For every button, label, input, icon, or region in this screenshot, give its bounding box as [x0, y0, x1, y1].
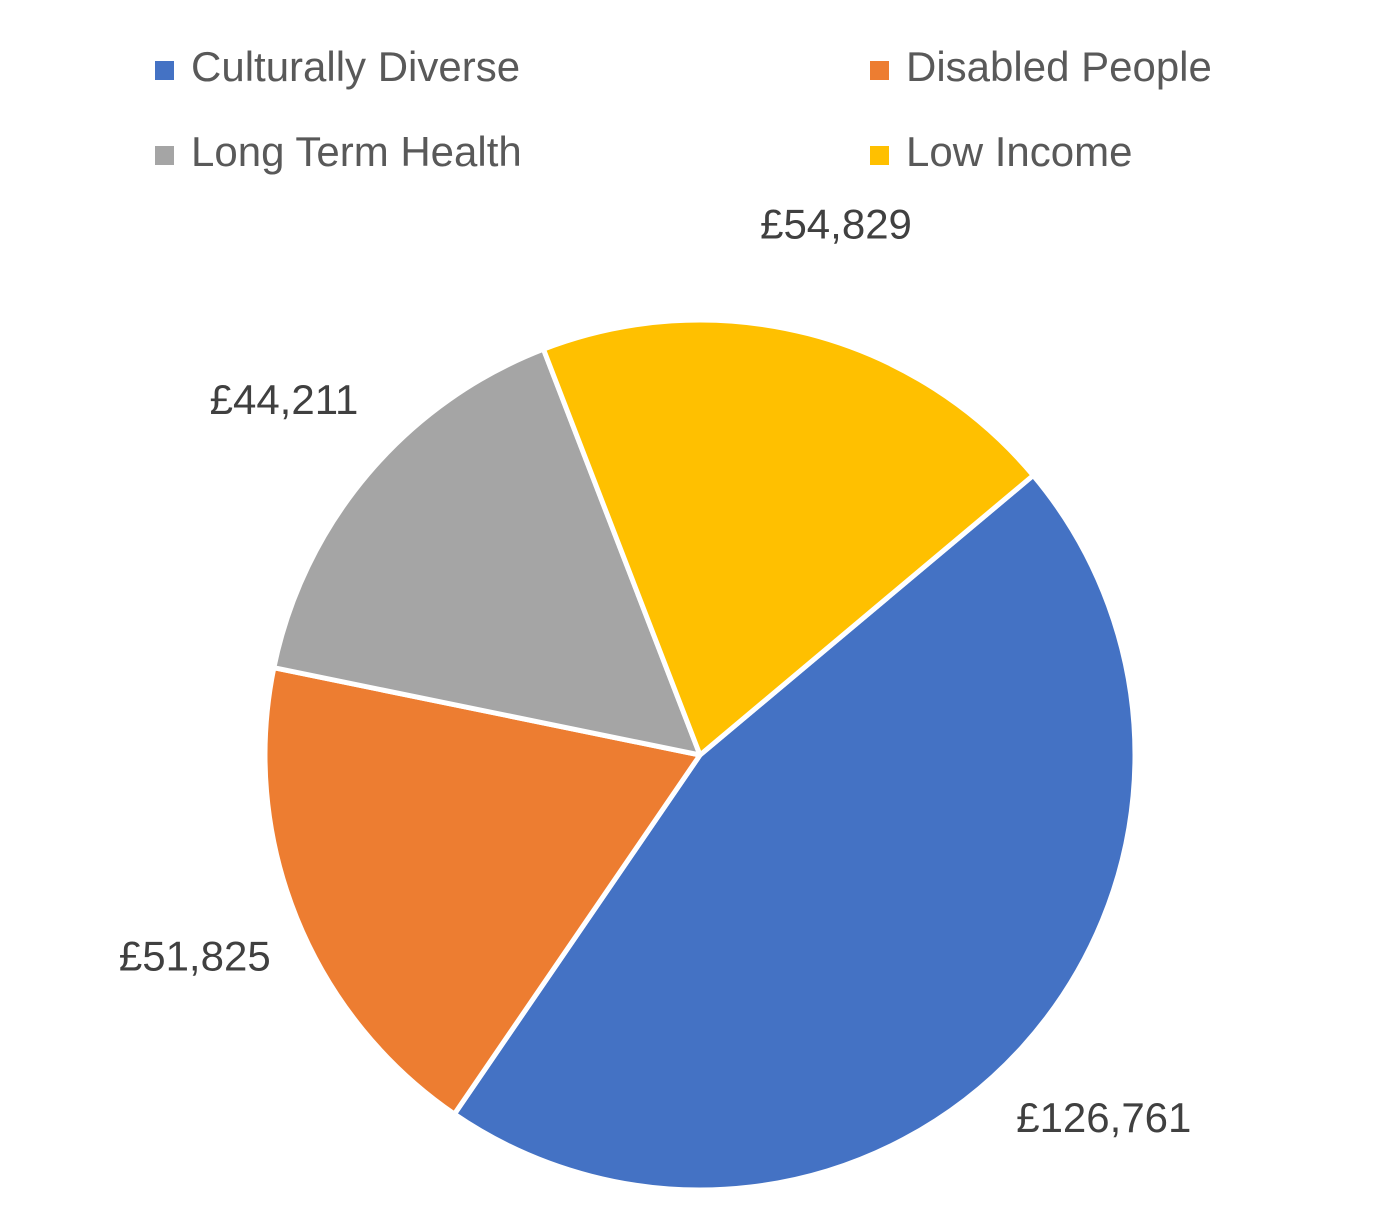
- pie-slice: [540, 317, 1036, 758]
- legend-swatch: [870, 146, 889, 165]
- legend-swatch: [870, 61, 889, 80]
- legend-text: Culturally Diverse: [191, 43, 520, 90]
- legend-text: Long Term Health: [191, 128, 522, 175]
- legend-text: Low Income: [906, 128, 1132, 175]
- pie-slice: [262, 665, 703, 1117]
- data-label: £51,825: [119, 932, 271, 979]
- data-label: £44,211: [210, 376, 359, 423]
- legend-swatch: [155, 61, 174, 80]
- legend-swatch: [155, 146, 174, 165]
- pie-slice: [271, 346, 703, 758]
- pie-slice: [451, 472, 1138, 1193]
- data-label: £126,761: [1016, 1094, 1191, 1141]
- legend-text: Disabled People: [906, 43, 1212, 90]
- data-label: £54,829: [760, 200, 912, 247]
